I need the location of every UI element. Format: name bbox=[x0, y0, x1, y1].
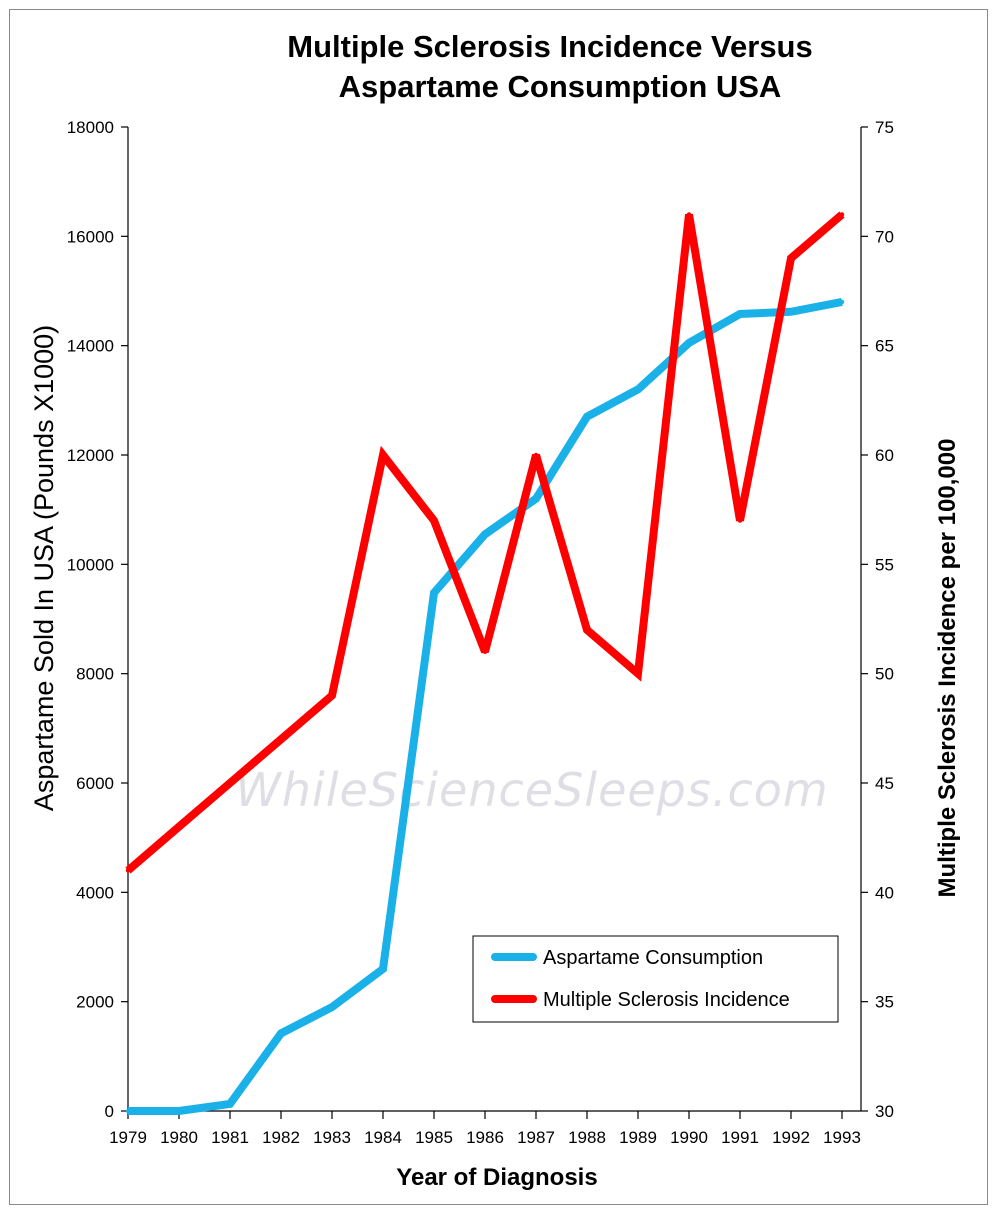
data-point-aspartame-consumption bbox=[635, 387, 641, 392]
data-point-aspartame-consumption bbox=[737, 311, 743, 317]
data-point-multiple-sclerosis-incidence bbox=[686, 212, 692, 217]
right-y-axis-label: Multiple Sclerosis Incidence per 100,000 bbox=[934, 439, 961, 898]
data-point-multiple-sclerosis-incidence bbox=[329, 693, 335, 698]
data-point-aspartame-consumption bbox=[227, 1101, 233, 1107]
x-tick-label: 1985 bbox=[415, 1128, 453, 1147]
x-tick-label: 1993 bbox=[823, 1128, 861, 1147]
data-point-aspartame-consumption bbox=[278, 1031, 284, 1036]
right-tick-label: 30 bbox=[875, 1102, 894, 1121]
data-point-multiple-sclerosis-incidence bbox=[737, 518, 743, 523]
data-point-aspartame-consumption bbox=[686, 340, 692, 346]
data-point-aspartame-consumption bbox=[329, 1004, 335, 1010]
data-point-multiple-sclerosis-incidence bbox=[584, 627, 590, 633]
left-tick-label: 6000 bbox=[76, 774, 114, 793]
left-tick-label: 16000 bbox=[67, 227, 114, 246]
x-tick-label: 1984 bbox=[364, 1128, 402, 1147]
x-tick-label: 1982 bbox=[262, 1128, 300, 1147]
data-point-multiple-sclerosis-incidence bbox=[533, 452, 539, 458]
left-tick-label: 10000 bbox=[67, 555, 114, 574]
data-point-aspartame-consumption bbox=[176, 1108, 182, 1114]
data-point-multiple-sclerosis-incidence bbox=[176, 824, 182, 829]
left-tick-label: 14000 bbox=[67, 337, 114, 356]
data-point-aspartame-consumption bbox=[584, 414, 590, 419]
x-ticks: 1979 1980 1981 1982 1983 1984 1985 1986 1987 1988… bbox=[109, 1111, 861, 1147]
x-tick-label: 1983 bbox=[313, 1128, 351, 1147]
left-tick-label: 2000 bbox=[76, 993, 114, 1012]
left-tick-label: 8000 bbox=[76, 665, 114, 684]
left-tick-label: 12000 bbox=[67, 446, 114, 465]
left-tick-label: 0 bbox=[105, 1102, 114, 1121]
data-point-aspartame-consumption bbox=[125, 1108, 131, 1114]
chart-title-line-1: Multiple Sclerosis Incidence Versus bbox=[287, 29, 813, 64]
left-tick-label: 4000 bbox=[76, 883, 114, 902]
watermark-text: WhileScienceSleeps.com bbox=[235, 763, 828, 817]
x-tick-label: 1987 bbox=[517, 1128, 555, 1147]
right-tick-label: 40 bbox=[875, 883, 894, 902]
right-tick-label: 35 bbox=[875, 993, 894, 1012]
data-point-multiple-sclerosis-incidence bbox=[431, 518, 437, 523]
x-tick-label: 1986 bbox=[466, 1128, 504, 1147]
legend: Aspartame Consumption Multiple Sclerosis… bbox=[472, 935, 839, 1023]
data-point-aspartame-consumption bbox=[839, 299, 845, 305]
right-tick-label: 55 bbox=[875, 555, 894, 574]
data-point-aspartame-consumption bbox=[533, 496, 539, 501]
left-y-ticks: 0 2000 4000 6000 8000 10000 12000 14000 16000 180… bbox=[67, 118, 128, 1121]
data-point-aspartame-consumption bbox=[788, 309, 794, 314]
data-point-aspartame-consumption bbox=[482, 532, 488, 537]
data-point-multiple-sclerosis-incidence bbox=[125, 868, 131, 873]
x-tick-label: 1991 bbox=[721, 1128, 759, 1147]
x-tick-label: 1980 bbox=[160, 1128, 198, 1147]
data-point-multiple-sclerosis-incidence bbox=[380, 452, 386, 458]
right-y-ticks: 30 35 40 45 50 55 60 65 70 75 bbox=[861, 118, 894, 1121]
left-y-axis-label: Aspartame Sold In USA (Pounds X1000) bbox=[29, 325, 59, 811]
right-tick-label: 75 bbox=[875, 118, 894, 137]
series-layer bbox=[125, 211, 845, 1115]
x-tick-label: 1992 bbox=[772, 1128, 810, 1147]
right-tick-label: 45 bbox=[875, 774, 894, 793]
x-tick-label: 1990 bbox=[670, 1128, 708, 1147]
chart-title-line-2: Aspartame Consumption USA bbox=[339, 69, 782, 104]
legend-box bbox=[472, 935, 839, 1023]
left-tick-label: 18000 bbox=[67, 118, 114, 137]
data-point-multiple-sclerosis-incidence bbox=[788, 256, 794, 261]
data-point-multiple-sclerosis-incidence bbox=[635, 671, 641, 676]
legend-label-ms: Multiple Sclerosis Incidence bbox=[543, 989, 790, 1011]
data-point-multiple-sclerosis-incidence bbox=[278, 737, 284, 742]
data-point-aspartame-consumption bbox=[431, 590, 437, 595]
right-tick-label: 60 bbox=[875, 446, 894, 465]
x-tick-label: 1988 bbox=[568, 1128, 606, 1147]
right-tick-label: 50 bbox=[875, 665, 894, 684]
x-axis-label: Year of Diagnosis bbox=[396, 1164, 597, 1191]
x-tick-label: 1981 bbox=[211, 1128, 249, 1147]
data-point-aspartame-consumption bbox=[380, 966, 386, 972]
data-point-multiple-sclerosis-incidence bbox=[482, 649, 488, 654]
right-tick-label: 70 bbox=[875, 227, 894, 246]
data-point-multiple-sclerosis-incidence bbox=[227, 780, 233, 786]
right-tick-label: 65 bbox=[875, 337, 894, 356]
x-tick-label: 1989 bbox=[619, 1128, 657, 1147]
legend-label-aspartame: Aspartame Consumption bbox=[543, 947, 763, 969]
data-point-multiple-sclerosis-incidence bbox=[839, 212, 845, 217]
x-tick-label: 1979 bbox=[109, 1128, 147, 1147]
